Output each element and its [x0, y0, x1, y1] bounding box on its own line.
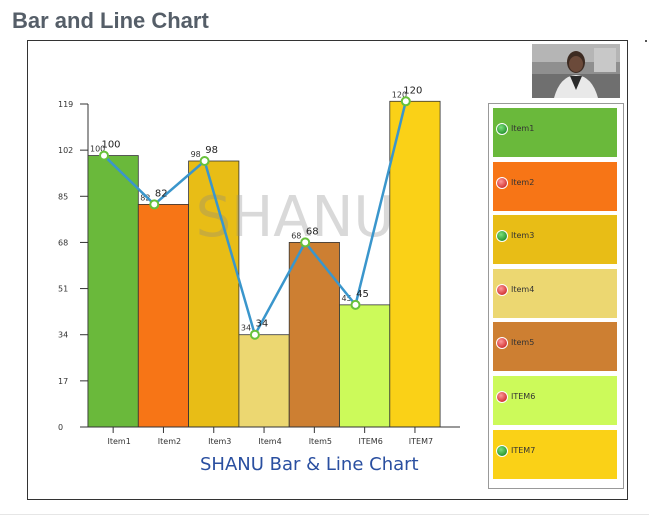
- bar: [238, 334, 290, 428]
- legend-item: Item2: [493, 161, 617, 211]
- legend-label: Item2: [511, 177, 535, 187]
- legend-label: ITEM7: [511, 445, 536, 455]
- line-value-label: 34: [256, 319, 269, 330]
- bar: [137, 204, 190, 428]
- legend-item: Item3: [493, 215, 617, 265]
- line-value-label: 68: [306, 226, 319, 237]
- legend-item: Item5: [493, 322, 617, 372]
- legend-marker-icon: [496, 230, 508, 243]
- x-tick-label: Item5: [309, 437, 332, 446]
- line-point: [249, 329, 260, 340]
- y-tick-label: 0: [58, 423, 63, 432]
- line-value-label: 100: [101, 140, 120, 151]
- chart-title: SHANU Bar & Line Chart: [200, 454, 419, 475]
- bar-value-label: 45: [342, 294, 352, 303]
- legend-marker-icon: [496, 337, 508, 350]
- author-photo: [532, 44, 620, 98]
- y-tick-label: 68: [58, 238, 68, 247]
- x-tick-label: ITEM7: [409, 437, 433, 446]
- line-point: [300, 237, 311, 248]
- y-tick-label: 51: [58, 285, 68, 294]
- x-tick-label: Item4: [258, 437, 281, 446]
- legend-marker-icon: [496, 176, 508, 189]
- legend-marker-icon: [496, 391, 508, 403]
- line-point: [400, 96, 411, 107]
- x-tick-label: Item2: [158, 437, 181, 446]
- line-value-label: 82: [155, 188, 168, 199]
- y-tick-label: 17: [58, 377, 68, 386]
- y-tick-label: 102: [58, 146, 73, 155]
- y-tick-label: 85: [58, 192, 68, 201]
- bar: [188, 160, 240, 428]
- bar: [339, 304, 391, 428]
- bar-value-label: 82: [140, 193, 150, 202]
- legend-item: Item1: [493, 108, 617, 157]
- chart-watermark: SHANU: [196, 185, 395, 250]
- bar-value-label: 68: [291, 231, 301, 240]
- y-tick-label: 34: [58, 331, 68, 340]
- legend-marker-icon: [496, 444, 508, 457]
- x-tick-label: ITEM6: [359, 437, 383, 446]
- legend-marker-icon: [496, 283, 508, 296]
- line-point: [149, 199, 160, 210]
- bar-value-label: 98: [191, 150, 201, 159]
- line-point: [350, 299, 361, 310]
- legend-item: ITEM6: [493, 376, 617, 425]
- x-tick-label: Item3: [208, 437, 231, 446]
- bar: [288, 242, 340, 428]
- legend-label: ITEM6: [511, 392, 536, 401]
- y-tick-label: 119: [58, 100, 73, 109]
- bar-value-label: 120: [392, 90, 407, 99]
- bar: [389, 100, 441, 428]
- line-value-label: 45: [356, 289, 369, 300]
- bar-value-label: 100: [90, 145, 105, 154]
- corner-mark: [645, 40, 647, 42]
- line-point: [99, 150, 109, 161]
- line-value-label: 98: [205, 145, 218, 156]
- page-title: Bar and Line Chart: [12, 8, 209, 33]
- line-value-label: 120: [403, 85, 422, 96]
- legend-label: Item4: [511, 284, 535, 294]
- x-tick-label: Item1: [107, 437, 130, 446]
- legend-label: Item1: [511, 124, 535, 133]
- legend-label: Item5: [511, 338, 535, 348]
- line-point: [199, 156, 210, 166]
- bar-value-label: 34: [241, 324, 251, 333]
- legend-item: ITEM7: [493, 429, 617, 479]
- legend-item: Item4: [493, 268, 617, 318]
- legend-marker-icon: [496, 123, 508, 135]
- bar: [87, 155, 139, 428]
- chart-legend: Item1 Item2 Item3 Item4 Item5 ITEM6 ITEM7: [488, 103, 624, 489]
- legend-label: Item3: [511, 231, 535, 241]
- bottom-divider: [0, 514, 649, 515]
